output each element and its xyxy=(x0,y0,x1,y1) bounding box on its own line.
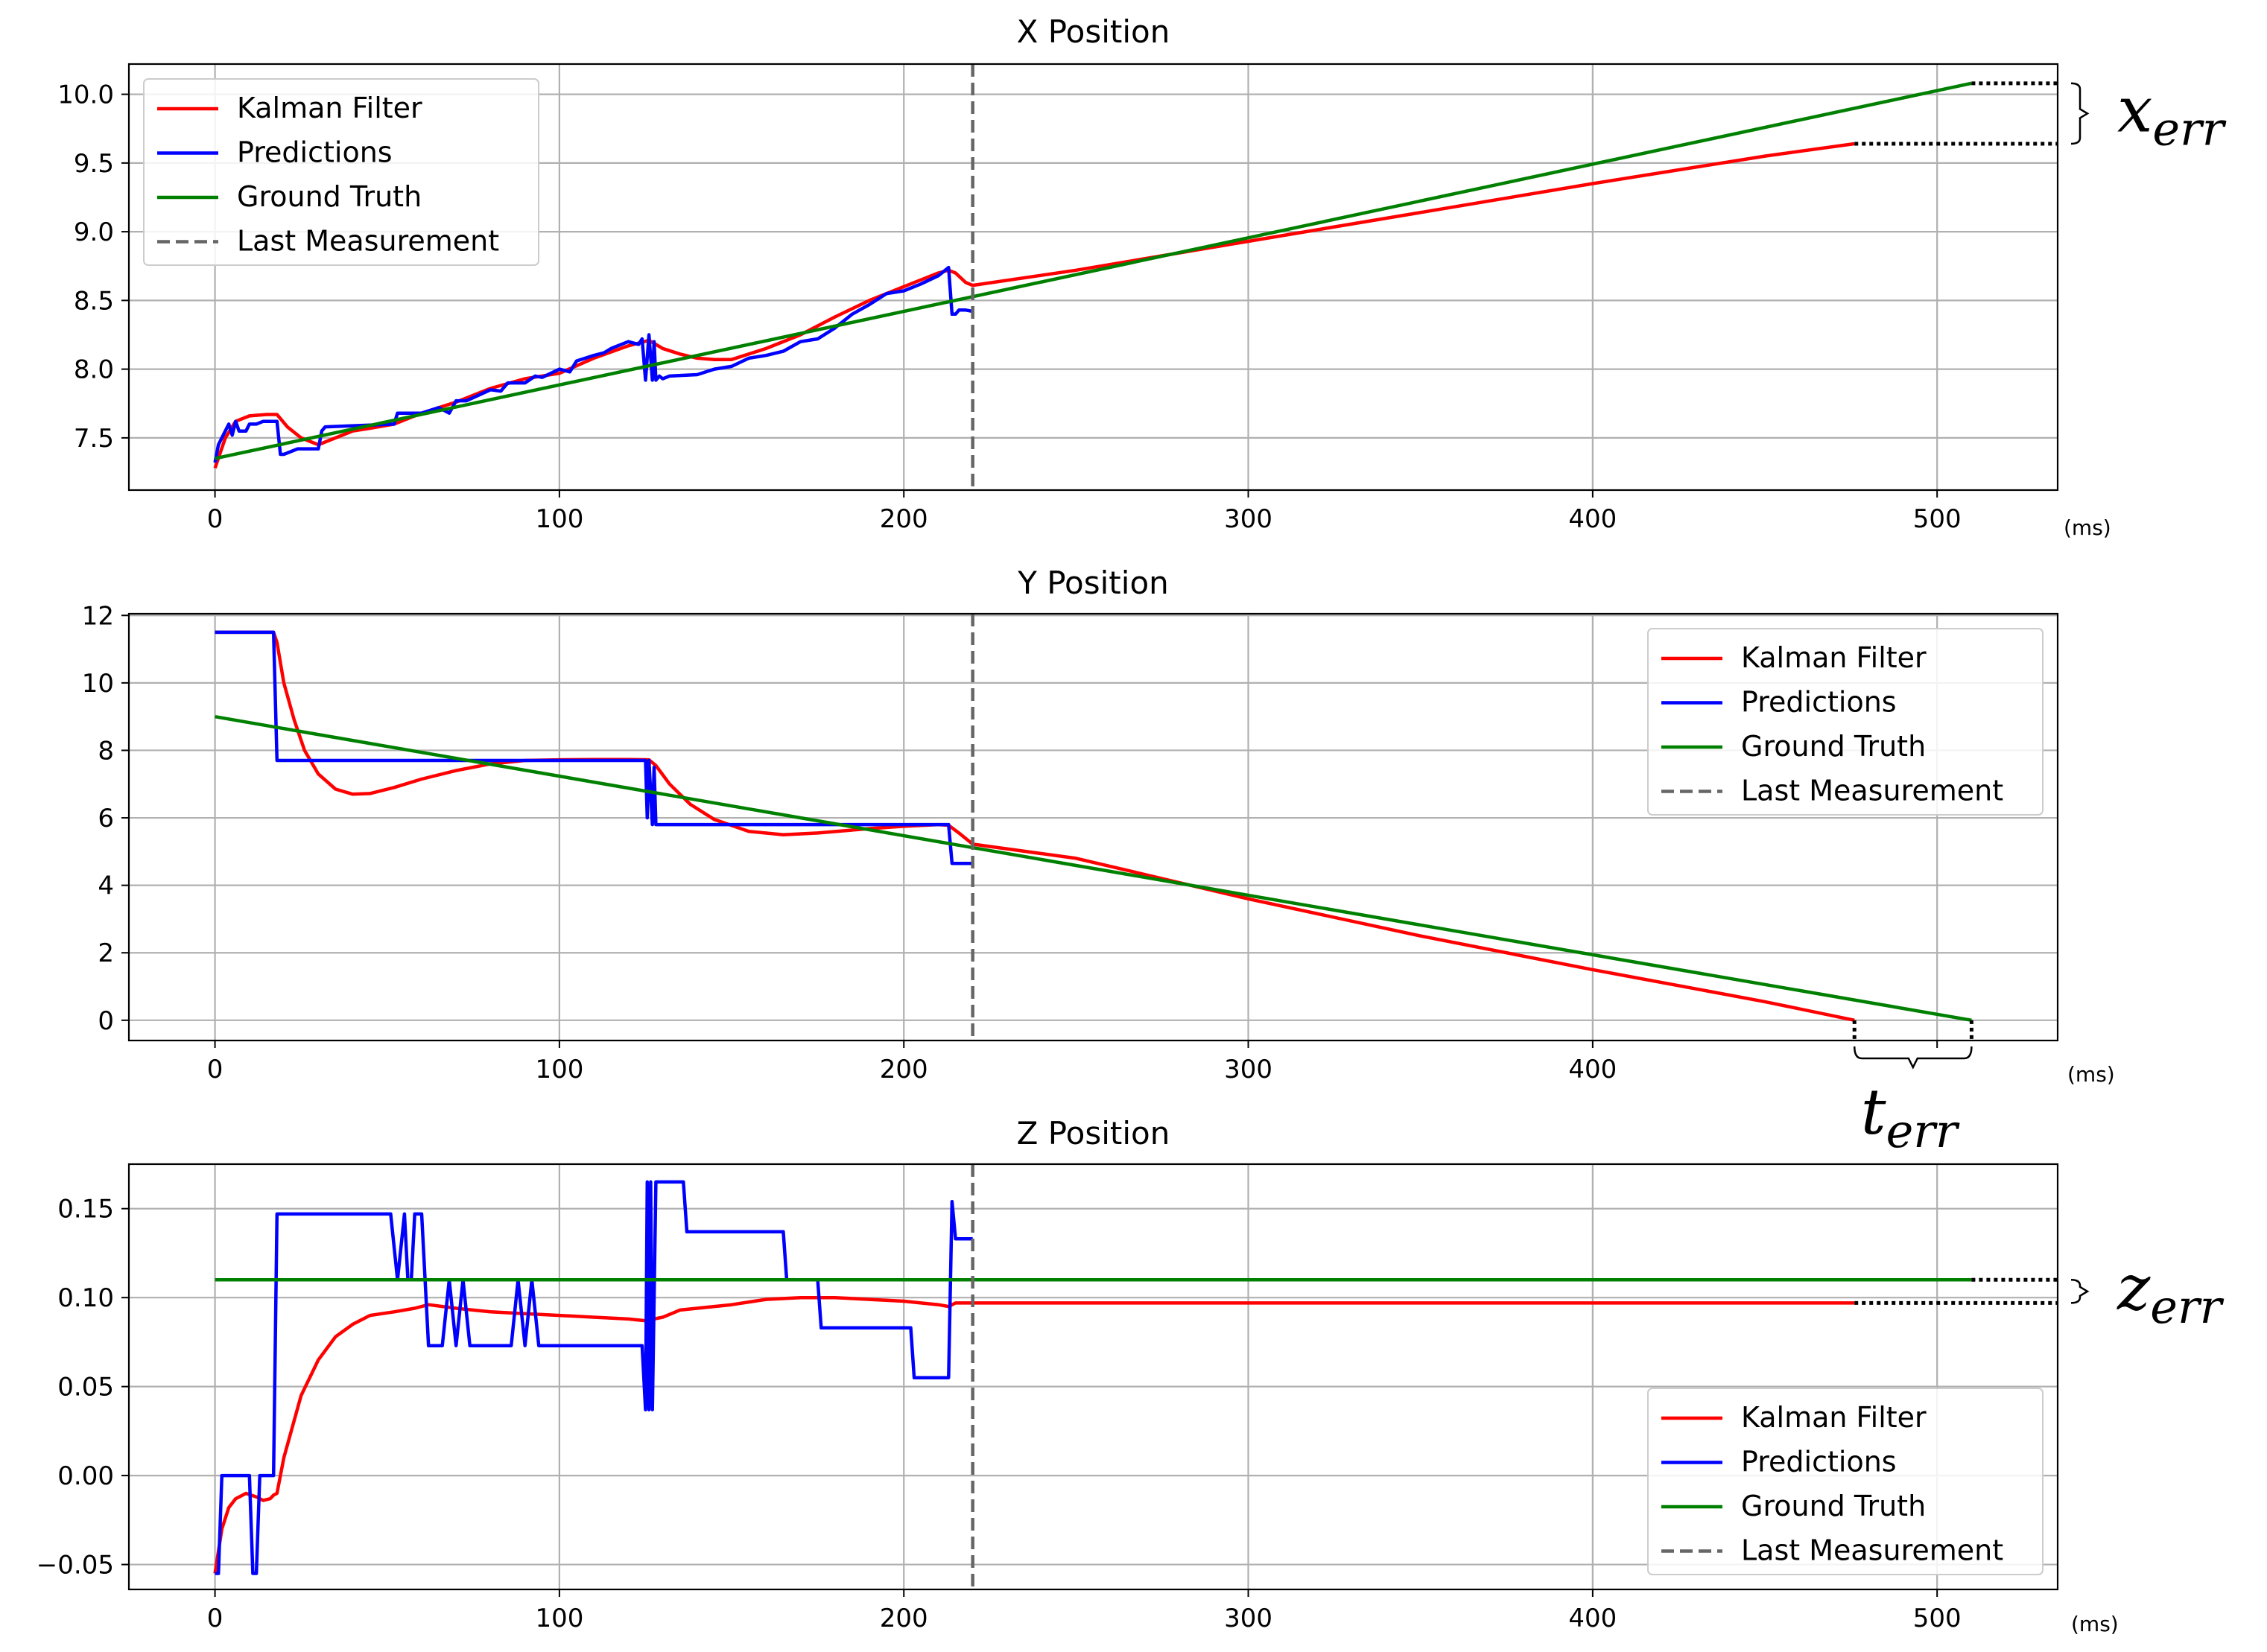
legend-label: Predictions xyxy=(237,136,393,169)
error-subscript: err xyxy=(2150,1280,2224,1334)
x-unit-label: (ms) xyxy=(2071,1612,2119,1636)
y-tick-label: 8.0 xyxy=(74,355,114,385)
error-label: xerr xyxy=(2117,73,2227,156)
error-label: terr xyxy=(1861,1076,1960,1158)
x-tick-label: 0 xyxy=(207,504,223,534)
error-symbol: z xyxy=(2117,1251,2151,1324)
y-tick-label: 10 xyxy=(82,669,114,699)
legend-label: Kalman Filter xyxy=(237,92,422,124)
error-subscript: err xyxy=(2152,101,2226,156)
axes-frame xyxy=(127,63,2059,492)
legend-label: Kalman Filter xyxy=(1741,1401,1927,1434)
legend-box xyxy=(143,78,539,266)
error-subscript: err xyxy=(1886,1104,1960,1158)
y-tick-label: −0.05 xyxy=(37,1551,114,1580)
error-label: zerr xyxy=(2117,1251,2225,1334)
error-annotation: zerr xyxy=(1854,1251,2225,1334)
x-tick-label: 100 xyxy=(535,1055,583,1084)
x-tick-label: 100 xyxy=(535,504,583,534)
y-tick-label: 9.5 xyxy=(74,149,114,179)
y-tick-label: 12 xyxy=(82,601,114,631)
subplot-z: 0 100 200 300 400 500 −0.05 0.00 0.05 0.10 0.15 Z P… xyxy=(37,1115,2225,1636)
error-brace xyxy=(1853,1046,1973,1070)
x-tick-label: 300 xyxy=(1224,1604,1272,1633)
y-tick-label: 0 xyxy=(98,1006,114,1036)
x-tick-label: 300 xyxy=(1224,504,1272,534)
predictions-line xyxy=(215,1180,973,1575)
kalman-filter-line xyxy=(213,1295,1855,1574)
error-brace xyxy=(2070,1279,2090,1304)
error-annotation: xerr xyxy=(1854,73,2227,156)
ground-truth-line xyxy=(215,81,1972,460)
y-tick-label: 7.5 xyxy=(74,424,114,454)
legend: Kalman Filter Predictions Ground Truth Last… xyxy=(143,78,539,266)
y-tick-label: 2 xyxy=(98,938,114,968)
legend-box xyxy=(1647,628,2044,816)
x-tick-label: 200 xyxy=(880,1055,928,1084)
plot-area xyxy=(213,1164,1972,1589)
legend-label: Last Measurement xyxy=(237,225,499,258)
legend: Kalman Filter Predictions Ground Truth Last… xyxy=(1647,628,2044,816)
y-tick-label: 0.15 xyxy=(57,1195,114,1224)
plot-area xyxy=(215,614,1972,1041)
legend-label: Ground Truth xyxy=(1741,730,1926,763)
y-tick-label: 0.05 xyxy=(57,1373,114,1402)
error-brace xyxy=(2070,82,2090,145)
y-tick-label: 8.5 xyxy=(74,286,114,316)
y-tick-label: 8 xyxy=(98,736,114,766)
legend-label: Predictions xyxy=(1741,686,1897,719)
error-annotation: terr xyxy=(1852,1020,1973,1158)
x-tick-label: 200 xyxy=(880,504,928,534)
y-tick-label: 0.10 xyxy=(57,1283,114,1313)
predictions-line xyxy=(215,630,973,865)
error-symbol: x xyxy=(2117,73,2152,146)
x-tick-label: 300 xyxy=(1224,1055,1272,1084)
x-tick-label: 200 xyxy=(880,1604,928,1633)
legend-label: Ground Truth xyxy=(237,180,422,213)
x-unit-label: (ms) xyxy=(2067,1062,2115,1087)
x-tick-label: 400 xyxy=(1568,504,1617,534)
x-tick-label: 500 xyxy=(1913,504,1962,534)
chart-title: Z Position xyxy=(1017,1115,1170,1151)
legend-label: Kalman Filter xyxy=(1741,641,1927,674)
kalman-filter-line xyxy=(215,630,1855,1023)
x-unit-label: (ms) xyxy=(2064,515,2111,540)
legend: Kalman Filter Predictions Ground Truth Last… xyxy=(1647,1388,2044,1575)
y-tick-label: 6 xyxy=(98,804,114,833)
ground-truth-line xyxy=(215,714,1972,1023)
y-tick-label: 9.0 xyxy=(74,217,114,247)
legend-label: Ground Truth xyxy=(1741,1490,1926,1522)
y-tick-label: 10.0 xyxy=(57,80,114,110)
legend-box xyxy=(1647,1388,2044,1575)
subplot-x: 0 100 200 300 400 500 7.5 8.0 8.5 9.0 9.5 10.0 X Pos… xyxy=(57,13,2226,540)
axes-frame xyxy=(127,612,2059,1042)
legend-label: Last Measurement xyxy=(1741,775,2003,807)
x-tick-label: 400 xyxy=(1568,1604,1617,1633)
legend-label: Predictions xyxy=(1741,1446,1897,1478)
subplot-y: 0 100 200 300 400 0 2 4 6 8 10 12 Y Position (ms) Kalm… xyxy=(82,565,2115,1158)
plot-area xyxy=(213,64,1972,490)
kalman-filter-line xyxy=(213,142,1855,469)
x-tick-label: 100 xyxy=(535,1604,583,1633)
x-tick-label: 0 xyxy=(207,1604,223,1633)
chart-title: X Position xyxy=(1017,13,1170,50)
y-tick-label: 4 xyxy=(98,871,114,901)
axes-frame xyxy=(127,1163,2059,1591)
x-tick-label: 0 xyxy=(207,1055,223,1084)
chart-title: Y Position xyxy=(1017,565,1169,601)
x-tick-label: 500 xyxy=(1913,1604,1962,1633)
legend-label: Last Measurement xyxy=(1741,1534,2003,1567)
x-tick-label: 400 xyxy=(1568,1055,1617,1084)
y-tick-label: 0.00 xyxy=(57,1461,114,1491)
error-symbol: t xyxy=(1861,1076,1886,1149)
